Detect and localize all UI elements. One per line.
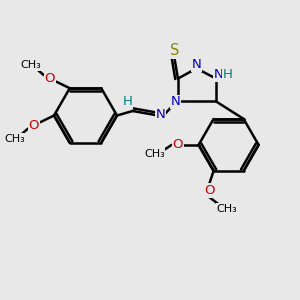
Text: N: N bbox=[192, 58, 201, 71]
Text: CH₃: CH₃ bbox=[4, 134, 26, 144]
Text: S: S bbox=[169, 43, 179, 58]
Text: N: N bbox=[214, 68, 224, 82]
Text: O: O bbox=[172, 138, 183, 152]
Text: N: N bbox=[156, 108, 165, 122]
Text: CH₃: CH₃ bbox=[20, 60, 41, 70]
Text: CH₃: CH₃ bbox=[144, 149, 165, 159]
Text: O: O bbox=[44, 71, 55, 85]
Text: H: H bbox=[223, 68, 232, 82]
Text: H: H bbox=[122, 95, 132, 108]
Text: O: O bbox=[204, 184, 214, 197]
Text: O: O bbox=[29, 119, 39, 132]
Text: CH₃: CH₃ bbox=[216, 204, 237, 214]
Text: N: N bbox=[171, 95, 180, 109]
